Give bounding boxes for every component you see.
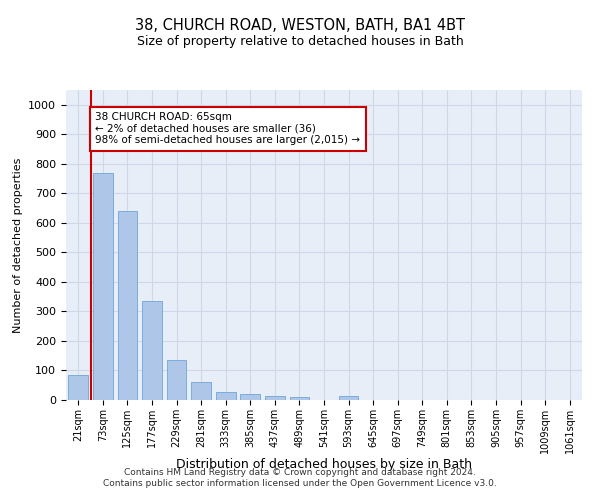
Bar [167, 360, 187, 400]
Bar [191, 382, 211, 400]
Text: 38 CHURCH ROAD: 65sqm
← 2% of detached houses are smaller (36)
98% of semi-detac: 38 CHURCH ROAD: 65sqm ← 2% of detached h… [95, 112, 361, 146]
Y-axis label: Number of detached properties: Number of detached properties [13, 158, 23, 332]
Bar [118, 211, 137, 400]
Text: Size of property relative to detached houses in Bath: Size of property relative to detached ho… [137, 35, 463, 48]
Bar [93, 172, 113, 400]
Bar [265, 396, 284, 400]
X-axis label: Distribution of detached houses by size in Bath: Distribution of detached houses by size … [176, 458, 472, 471]
Text: Contains HM Land Registry data © Crown copyright and database right 2024.
Contai: Contains HM Land Registry data © Crown c… [103, 468, 497, 487]
Bar [339, 396, 358, 400]
Bar [216, 392, 236, 400]
Bar [290, 397, 309, 400]
Bar [142, 301, 162, 400]
Text: 38, CHURCH ROAD, WESTON, BATH, BA1 4BT: 38, CHURCH ROAD, WESTON, BATH, BA1 4BT [135, 18, 465, 32]
Bar [241, 394, 260, 400]
Bar [68, 375, 88, 400]
